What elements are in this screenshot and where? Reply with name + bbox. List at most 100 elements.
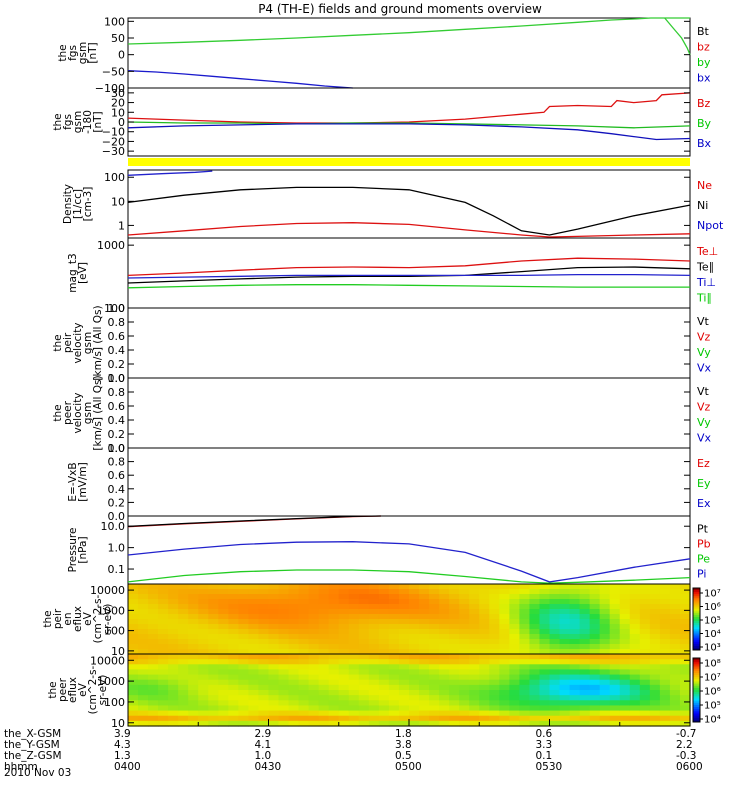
spectrogram-cell [499, 659, 510, 665]
colorbar-segment [693, 687, 700, 691]
colorbar-tick-label: 10⁶ [704, 687, 721, 698]
spectrogram-cell [579, 684, 591, 691]
spectrogram-cell [198, 584, 209, 590]
y-axis-label-line: [cm-3] [82, 187, 94, 222]
spectrogram-cell [228, 700, 239, 707]
spectrogram-cell [318, 614, 330, 620]
spectrogram-cell [298, 609, 310, 615]
spectrogram-cell [248, 604, 260, 610]
spectrogram-cell [539, 710, 551, 717]
spectrogram-cell [208, 639, 219, 645]
spectrogram-cell [328, 609, 340, 615]
y-axis-label-line: the [57, 44, 69, 61]
spectrogram-cell [248, 720, 260, 727]
x-axis-row-value: 0500 [395, 761, 422, 773]
spectrogram-cell [619, 700, 631, 707]
series-line-Te∥ [127, 266, 691, 284]
spectrogram-cell [529, 649, 541, 655]
spectrogram-cell [599, 614, 611, 620]
spectrogram-cell [208, 720, 219, 727]
spectrogram-cell [519, 649, 531, 655]
spectrogram-cell [188, 684, 199, 691]
spectrogram-cell [509, 619, 520, 625]
spectrogram-cell [308, 664, 320, 671]
spectrogram-cell [208, 589, 219, 595]
spectrogram-cell [549, 715, 561, 722]
spectrogram-cell [599, 679, 611, 686]
spectrogram-cell [669, 664, 681, 671]
x-axis-row-value: 3.9 [114, 728, 131, 740]
spectrogram-cell [248, 659, 260, 665]
spectrogram-cell [388, 659, 400, 665]
date-label: 2010 Nov 03 [4, 767, 72, 779]
spectrogram-cell [258, 614, 270, 620]
spectrogram-cell [569, 649, 581, 655]
spectrogram-cell [228, 649, 239, 655]
spectrogram-cell [469, 669, 480, 676]
spectrogram-cell [238, 584, 250, 590]
x-axis-row-value: 2.9 [254, 728, 272, 740]
spectrogram-cell [388, 614, 400, 620]
colorbar-segment [693, 675, 700, 678]
spectrogram-cell [599, 634, 611, 640]
spectrogram-cell [378, 674, 390, 681]
spectrogram-cell [599, 649, 611, 655]
spectrogram-cell [589, 654, 601, 660]
spectrogram-cell [278, 690, 290, 696]
spectrogram-cell [449, 659, 460, 665]
spectrogram-cell [368, 619, 380, 625]
spectrogram-cell [409, 659, 420, 665]
spectrogram-cell [398, 614, 410, 620]
spectrogram-cell [559, 679, 571, 686]
spectrogram-cell [589, 659, 601, 665]
spectrogram-cell [549, 589, 561, 595]
spectrogram-cell [429, 664, 440, 671]
spectrogram-cell [268, 624, 280, 630]
spectrogram-cell [168, 649, 179, 655]
spectrogram-cell [228, 599, 239, 605]
spectrogram-cell [639, 629, 651, 635]
spectrogram-cell [208, 679, 219, 686]
spectrogram-cell [439, 594, 450, 600]
spectrogram-cell [368, 705, 380, 712]
spectrogram-cell [559, 639, 571, 645]
spectrogram-cell [409, 684, 420, 691]
spectrogram-cell [268, 644, 280, 650]
spectrogram-cell [469, 649, 480, 655]
spectrogram-cell [358, 644, 370, 650]
spectrogram-cell [499, 664, 510, 671]
x-axis-row-label: hhmm [4, 761, 38, 773]
spectrogram-cell [148, 654, 159, 660]
spectrogram-cell [509, 609, 520, 615]
spectrogram-cell [388, 634, 400, 640]
spectrogram-cell [589, 684, 601, 691]
spectrogram-cell [258, 715, 270, 722]
spectrogram-cell [509, 654, 520, 660]
spectrogram-cell [629, 654, 641, 660]
spectrogram-cell [128, 644, 139, 650]
y-axis-label-line: the [52, 113, 64, 130]
spectrogram-cell [629, 649, 641, 655]
spectrogram-cell [629, 644, 641, 650]
spectrogram-cell [479, 710, 490, 717]
spectrogram-cell [258, 644, 270, 650]
spectrogram-cell [479, 720, 490, 727]
spectrogram-cell [148, 690, 159, 696]
spectrogram-cell [398, 659, 410, 665]
spectrogram-cell [509, 624, 520, 630]
spectrogram-cell [659, 679, 671, 686]
spectrogram-cell [338, 674, 350, 681]
spectrogram-cell [679, 695, 691, 701]
spectrogram-cell [208, 695, 219, 701]
spectrogram-cell [228, 629, 239, 635]
spectrogram-cell [358, 690, 370, 696]
series-line-Pi [127, 541, 691, 583]
spectrogram-cell [168, 654, 179, 660]
spectrogram-cell [519, 599, 531, 605]
spectrogram-cell [298, 679, 310, 686]
spectrogram-cell [168, 720, 179, 727]
spectrogram-cell [228, 669, 239, 676]
legend-entry: by [697, 56, 711, 69]
spectrogram-cell [358, 669, 370, 676]
